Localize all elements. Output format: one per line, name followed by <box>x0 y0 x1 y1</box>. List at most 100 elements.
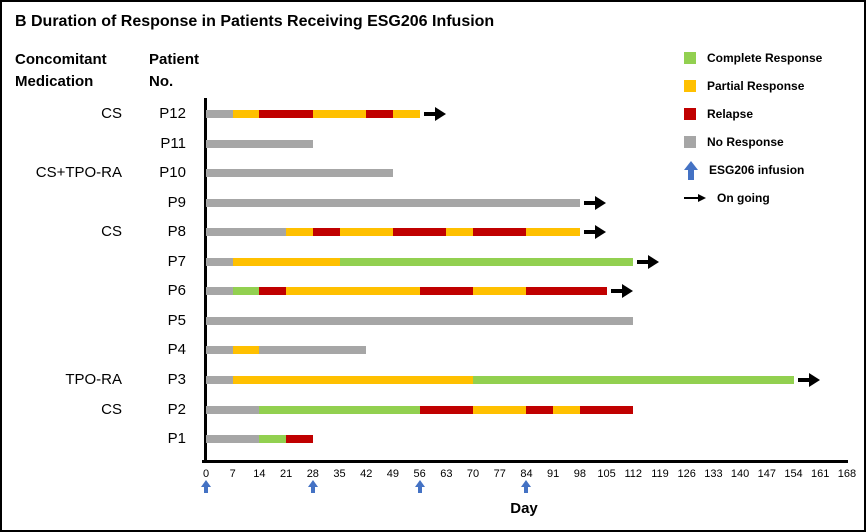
x-tick-label: 168 <box>837 468 857 480</box>
x-tick-label: 14 <box>253 468 266 480</box>
infusion-arrow-icon <box>201 480 211 493</box>
x-tick-label: 21 <box>279 468 293 480</box>
arrow-head <box>434 107 446 121</box>
patient-label-p2: P2 <box>167 400 186 418</box>
x-tick-label: 56 <box>413 468 426 480</box>
patient-label-p1: P1 <box>167 430 186 448</box>
arrow-stem <box>583 200 595 205</box>
medication-column-header: Concomitant Medication <box>15 49 107 93</box>
legend-item-complete-response: Complete Response <box>684 44 822 72</box>
bar-segment-no_response <box>206 316 634 325</box>
partial-response-swatch-icon <box>684 80 696 92</box>
x-tick-label: 28 <box>306 468 319 480</box>
ongoing-arrow-icon <box>583 225 606 240</box>
arrow-stem <box>688 169 694 180</box>
medication-label-p10: CS+TPO-RA <box>35 164 122 182</box>
patient-label-p9: P9 <box>167 193 186 211</box>
x-tick-label: 140 <box>730 468 750 480</box>
patient-label-p3: P3 <box>167 370 186 388</box>
bar-segment-partial_response <box>232 375 474 384</box>
bar-segment-partial_response <box>286 228 313 237</box>
arrow-head <box>648 254 660 269</box>
x-tick-label: 98 <box>573 468 586 480</box>
bar-segment-no_response <box>206 346 233 355</box>
bar-segment-complete_response <box>259 405 420 414</box>
x-tick-label: 119 <box>651 468 669 480</box>
bar-segment-no_response <box>206 257 233 266</box>
x-tick-label: 63 <box>440 468 453 480</box>
legend-label: Complete Response <box>707 51 823 65</box>
patient-label-p7: P7 <box>167 252 186 270</box>
arrow-stem <box>610 289 622 294</box>
arrow-head <box>201 480 211 487</box>
bar-segment-relapse <box>259 287 287 296</box>
ongoing-arrow-icon <box>637 254 660 269</box>
arrow-head <box>684 160 698 170</box>
legend-label: On going <box>717 191 770 205</box>
arrow-stem <box>310 487 315 493</box>
bar-segment-complete_response <box>259 435 287 444</box>
patient-label-p6: P6 <box>167 282 186 300</box>
legend: Complete Response Partial Response Relapse… <box>684 44 822 212</box>
legend-item-esg206-infusion: ESG206 infusion <box>684 156 822 184</box>
x-tick-label: 7 <box>229 468 236 480</box>
chart-title: B Duration of Response in Patients Recei… <box>15 13 495 30</box>
arrow-head <box>414 480 425 487</box>
x-tick-label: 49 <box>386 468 400 480</box>
bar-segment-no_response <box>206 405 260 414</box>
arrow-head <box>521 480 532 487</box>
bar-segment-relapse <box>526 287 607 296</box>
ongoing-arrow-icon <box>583 195 606 210</box>
bar-segment-complete_response <box>339 257 634 266</box>
legend-item-relapse: Relapse <box>684 100 822 128</box>
bar-segment-partial_response <box>232 346 260 355</box>
bar-segment-relapse <box>526 405 554 414</box>
patient-label-p10: P10 <box>159 164 186 182</box>
bar-segment-relapse <box>473 228 527 237</box>
ongoing-arrow-icon <box>684 194 706 202</box>
arrow-head <box>698 194 706 202</box>
relapse-swatch-icon <box>684 108 696 120</box>
patient-label-p8: P8 <box>167 223 186 241</box>
bar-segment-relapse <box>259 110 313 118</box>
medication-label-p2: CS <box>101 400 122 418</box>
arrow-stem <box>684 196 698 200</box>
bar-segment-partial_response <box>526 228 580 237</box>
bar-segment-relapse <box>419 405 474 414</box>
legend-item-partial-response: Partial Response <box>684 72 822 100</box>
ongoing-arrow-icon <box>797 372 820 387</box>
bar-segment-relapse <box>579 405 634 414</box>
ongoing-arrow-icon <box>610 284 633 299</box>
bar-segment-no_response <box>206 110 233 118</box>
bar-segment-partial_response <box>553 405 580 414</box>
arrow-stem <box>423 112 435 116</box>
bar-segment-no_response <box>206 139 313 148</box>
x-tick-label: 77 <box>493 468 506 480</box>
patient-column-header: Patient No. <box>149 49 199 93</box>
x-axis-title: Day <box>510 500 538 517</box>
x-tick-label: 84 <box>520 468 533 480</box>
bar-segment-partial_response <box>473 287 527 296</box>
x-tick-label: 161 <box>811 468 830 480</box>
arrow-head <box>594 195 606 210</box>
bar-segment-complete_response <box>473 375 794 384</box>
no-response-swatch-icon <box>684 136 696 148</box>
x-tick-label: 35 <box>333 468 346 480</box>
arrow-head <box>307 480 318 487</box>
patient-header-line1: Patient <box>149 51 200 68</box>
complete-response-swatch-icon <box>684 52 696 64</box>
bar-segment-no_response <box>206 375 233 384</box>
patient-label-p5: P5 <box>167 311 186 329</box>
bar-segment-complete_response <box>232 287 260 296</box>
arrow-stem <box>797 377 809 382</box>
legend-label: No Response <box>707 135 784 149</box>
bar-segment-partial_response <box>339 228 393 237</box>
infusion-arrow-icon <box>307 480 318 493</box>
infusion-arrow-icon <box>521 480 532 493</box>
medication-header-line1: Concomitant <box>15 51 107 68</box>
arrow-head <box>621 284 633 299</box>
ongoing-arrow-icon <box>423 107 446 121</box>
arrow-stem <box>583 230 595 235</box>
arrow-stem <box>204 487 208 493</box>
